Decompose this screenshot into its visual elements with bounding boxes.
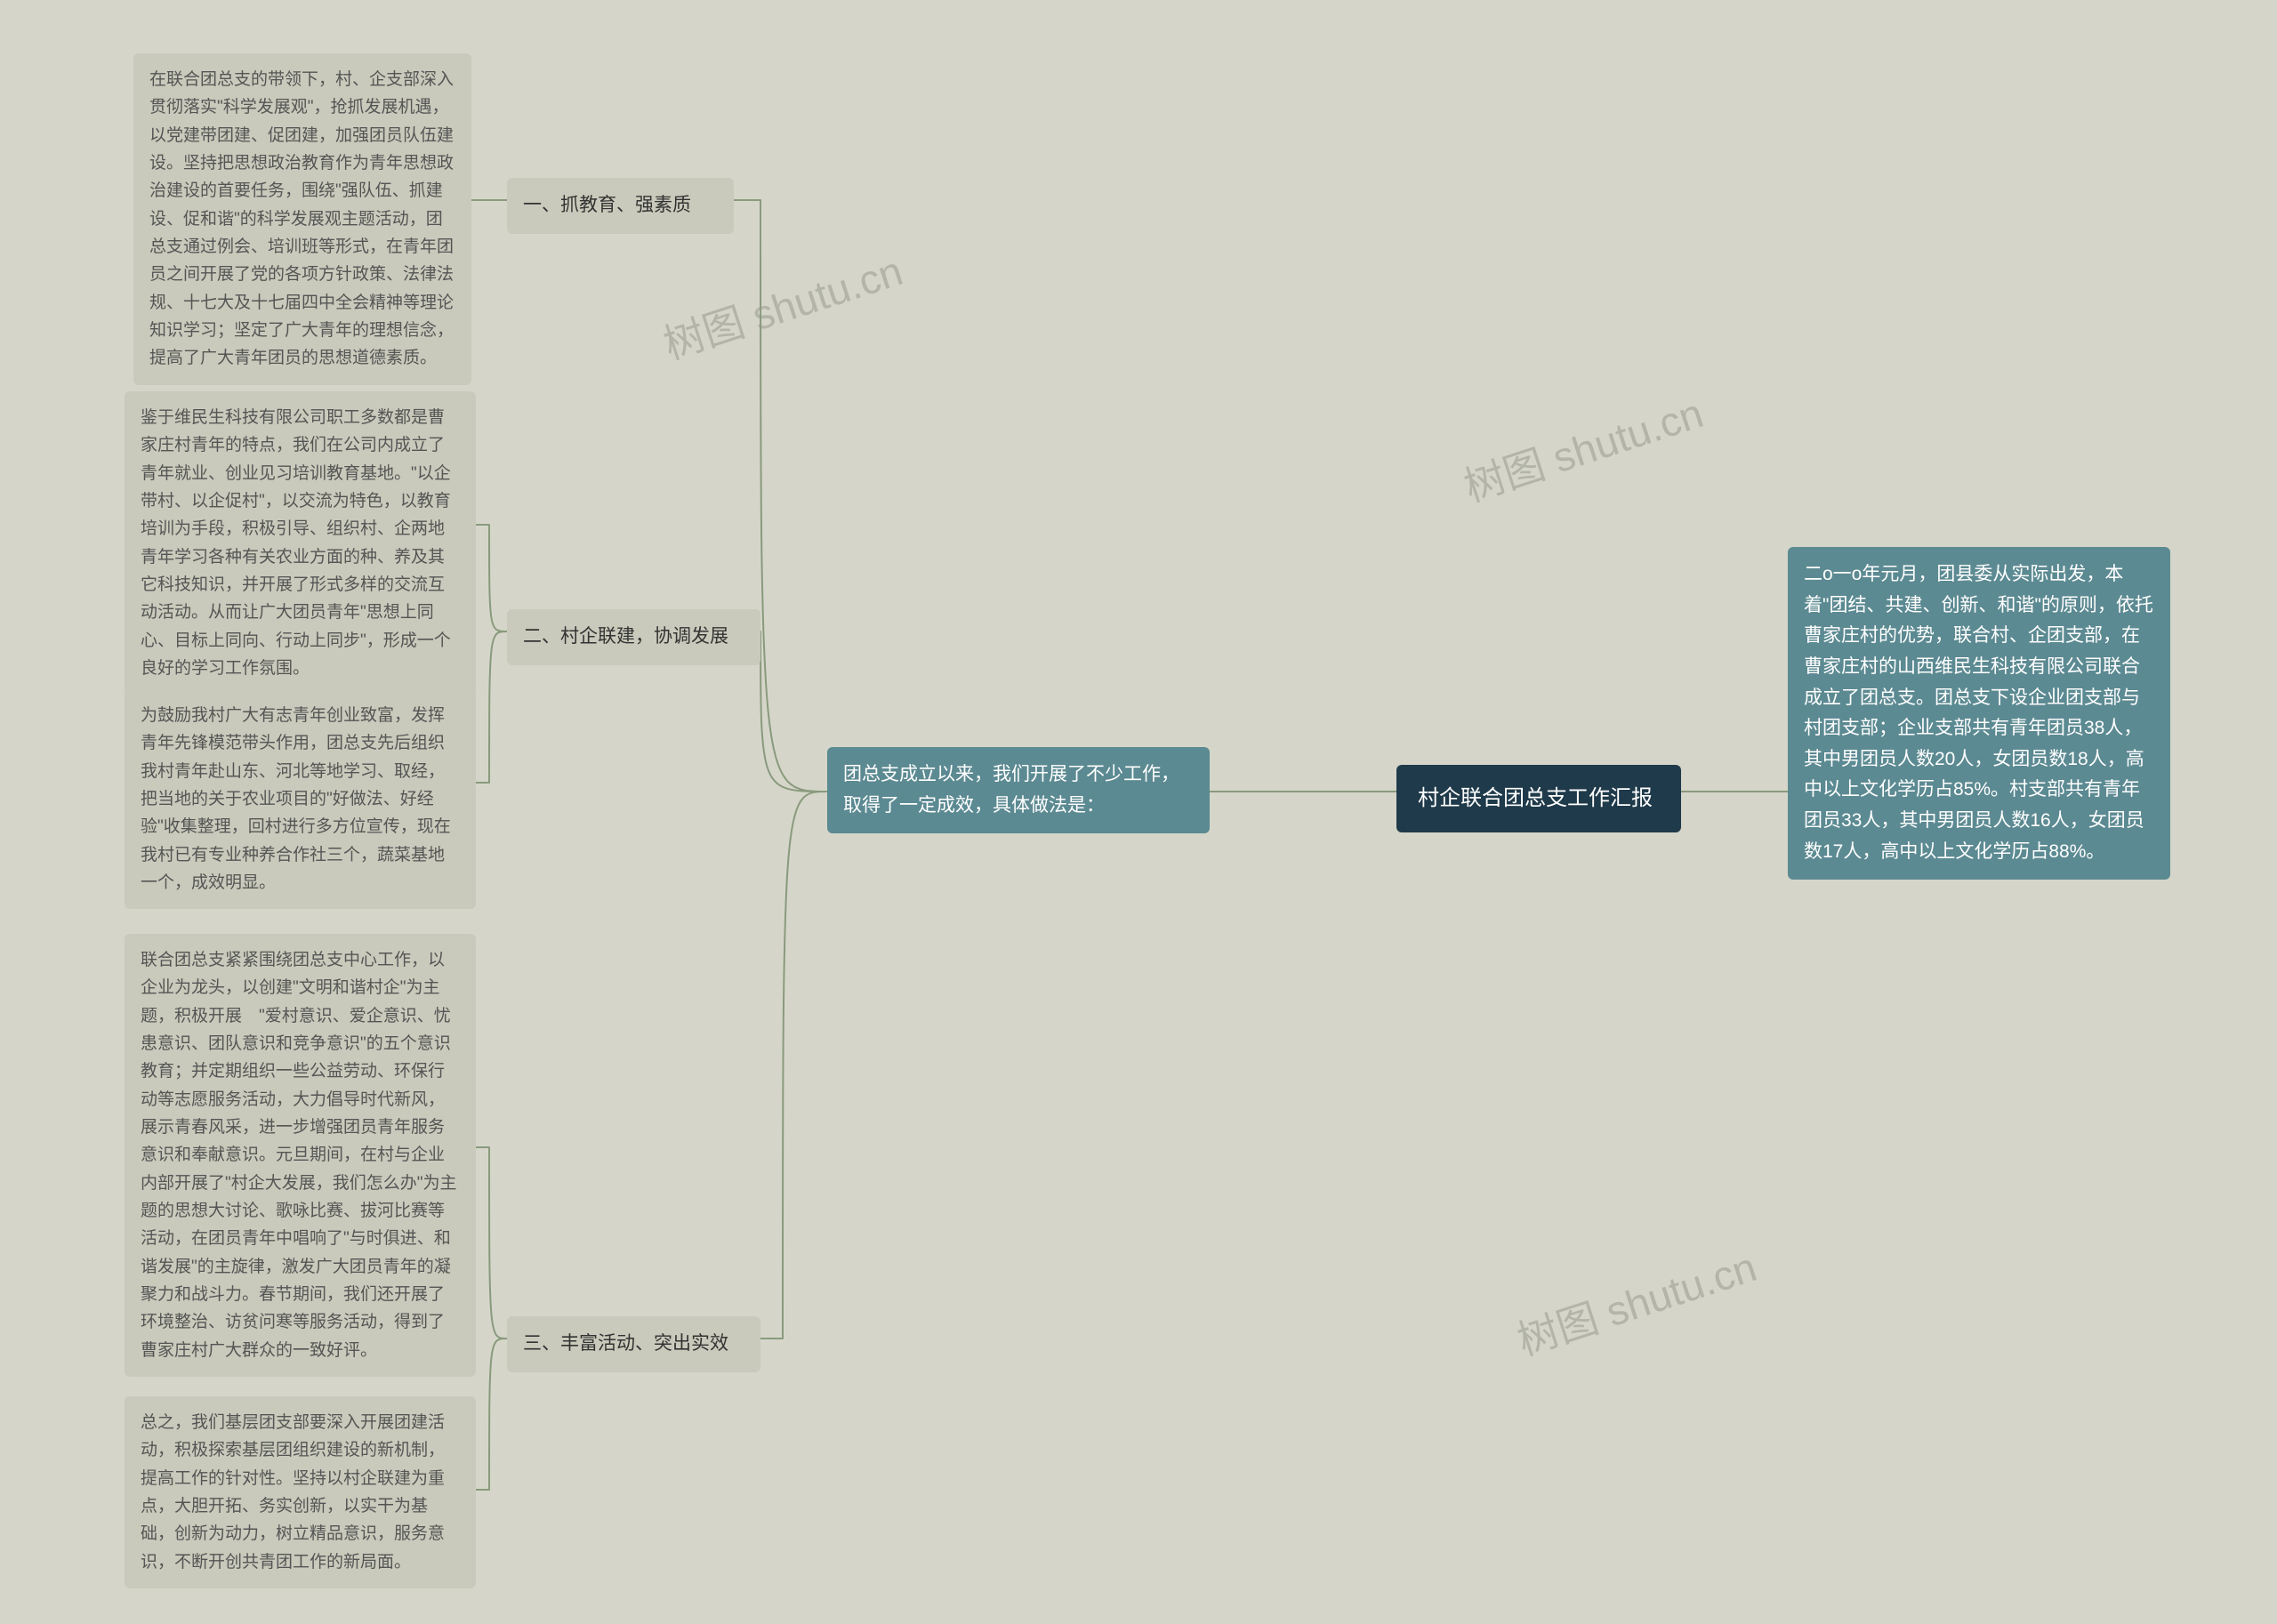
watermark: 树图 shutu.cn	[1509, 1235, 1763, 1368]
watermark: 树图 shutu.cn	[656, 239, 909, 372]
leaf-1-0[interactable]: 鉴于维民生科技有限公司职工多数都是曹家庄村青年的特点，我们在公司内成立了青年就业…	[125, 391, 476, 695]
leaf-2-0[interactable]: 联合团总支紧紧围绕团总支中心工作，以企业为龙头，以创建"文明和谐村企"为主题，积…	[125, 934, 476, 1377]
section-title-2[interactable]: 三、丰富活动、突出实效	[507, 1316, 760, 1372]
right-summary[interactable]: 二o一o年元月，团县委从实际出发，本着"团结、共建、创新、和谐"的原则，依托曹家…	[1788, 547, 2170, 880]
section-title-1[interactable]: 二、村企联建，协调发展	[507, 609, 760, 665]
section-title-0[interactable]: 一、抓教育、强素质	[507, 178, 734, 234]
left-intro[interactable]: 团总支成立以来，我们开展了不少工作，取得了一定成效，具体做法是：	[827, 747, 1210, 833]
leaf-0-0[interactable]: 在联合团总支的带领下，村、企支部深入贯彻落实"科学发展观"，抢抓发展机遇，以党建…	[133, 53, 471, 385]
watermark: 树图 shutu.cn	[1456, 382, 1710, 514]
leaf-2-1[interactable]: 总之，我们基层团支部要深入开展团建活动，积极探索基层团组织建设的新机制，提高工作…	[125, 1396, 476, 1588]
root-node[interactable]: 村企联合团总支工作汇报	[1396, 765, 1681, 832]
leaf-1-1[interactable]: 为鼓励我村广大有志青年创业致富，发挥青年先锋模范带头作用，团总支先后组织我村青年…	[125, 689, 476, 909]
